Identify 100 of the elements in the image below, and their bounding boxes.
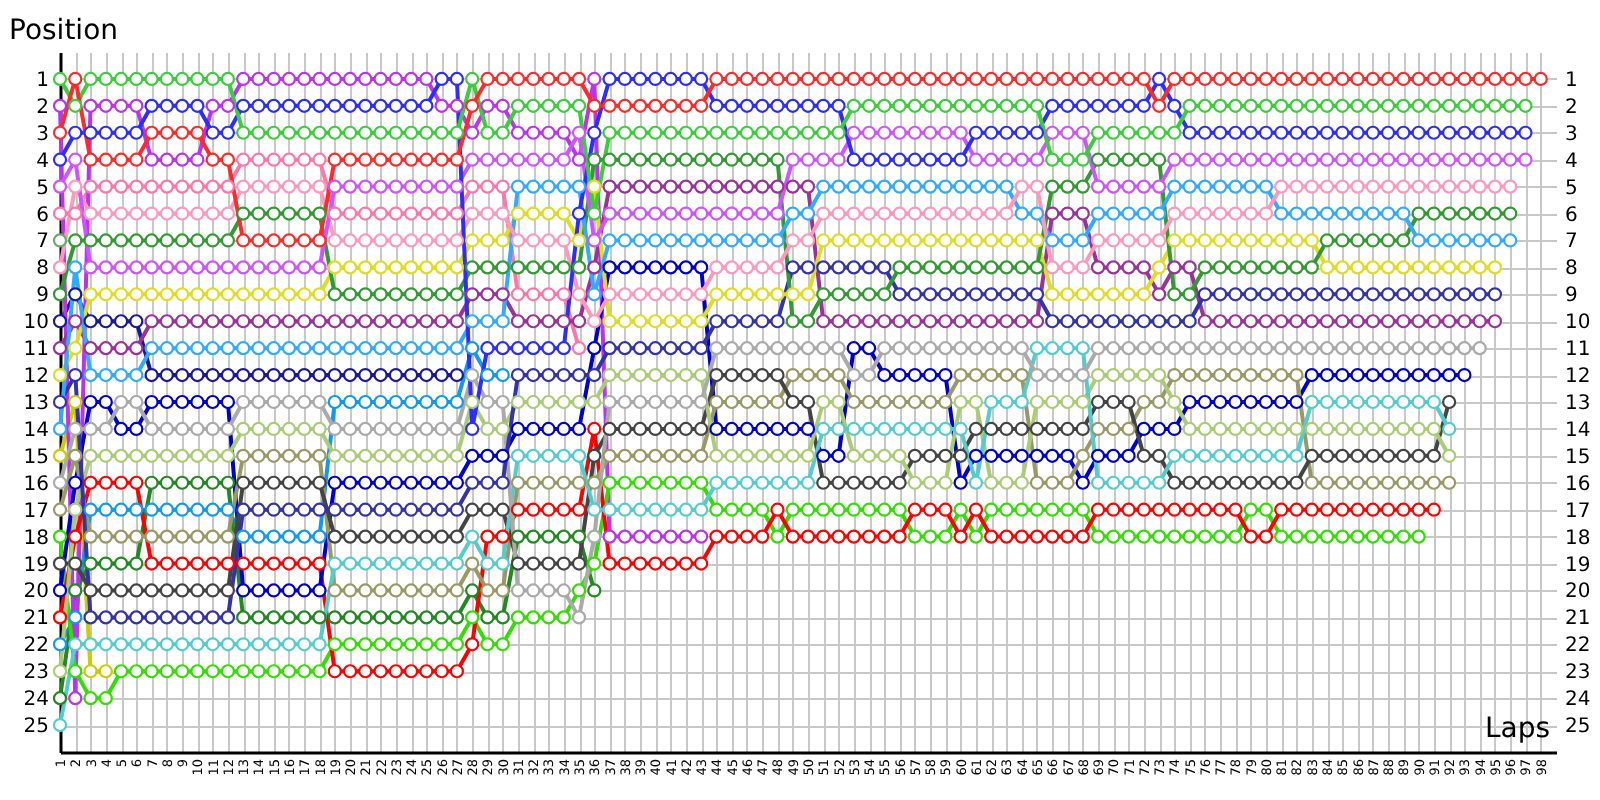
point — [159, 502, 174, 517]
point — [220, 98, 236, 113]
point — [480, 367, 495, 383]
y2-tick-label: 14 — [1565, 419, 1591, 442]
point — [694, 529, 709, 544]
point — [83, 179, 98, 194]
y-tick-label: 25 — [23, 716, 49, 739]
y-tick-label: 16 — [23, 473, 49, 496]
y2-tick-label: 12 — [1565, 366, 1591, 389]
y2-tick-label: 19 — [1565, 554, 1591, 577]
point — [404, 367, 419, 383]
point — [129, 556, 144, 571]
y-axis-title: Position — [9, 15, 119, 47]
point — [510, 287, 526, 302]
point — [52, 206, 68, 221]
y2-tick-label: 7 — [1565, 231, 1578, 254]
point — [68, 287, 83, 302]
point — [358, 367, 373, 383]
y2-tick-label: 5 — [1565, 177, 1578, 200]
point — [175, 367, 190, 383]
point — [373, 206, 388, 221]
point — [52, 637, 68, 652]
point — [495, 98, 510, 113]
y2-tick-label: 9 — [1565, 285, 1578, 308]
y2-tick-label: 10 — [1565, 312, 1591, 335]
point — [358, 394, 373, 410]
point — [342, 394, 358, 410]
point — [98, 98, 113, 113]
point — [98, 556, 113, 571]
point — [83, 98, 98, 113]
y2-tick-label: 20 — [1565, 581, 1591, 604]
point — [281, 152, 297, 167]
point — [327, 367, 342, 383]
point — [587, 71, 602, 87]
point — [419, 71, 434, 87]
y2-tick-label: 22 — [1565, 635, 1591, 658]
y-tick-label: 14 — [23, 419, 49, 442]
point — [266, 71, 281, 87]
point — [388, 206, 403, 221]
point — [251, 529, 266, 544]
point — [68, 394, 83, 410]
point — [663, 529, 678, 544]
point — [419, 394, 434, 410]
point — [434, 206, 449, 221]
point — [266, 367, 281, 383]
point — [68, 691, 83, 706]
y2-tick-label: 2 — [1565, 96, 1578, 119]
point — [190, 475, 205, 490]
point — [434, 610, 449, 625]
point — [342, 206, 358, 221]
point — [175, 179, 190, 194]
point — [251, 152, 266, 167]
point — [373, 367, 388, 383]
point — [236, 367, 251, 383]
point — [159, 367, 174, 383]
y-tick-label: 18 — [23, 527, 49, 550]
point — [129, 314, 144, 329]
point — [220, 367, 236, 383]
y-tick-label: 9 — [36, 285, 49, 308]
y-tick-label: 13 — [23, 393, 49, 415]
y2-tick-label: 11 — [1565, 339, 1591, 362]
point — [220, 179, 236, 194]
point — [541, 287, 556, 302]
y-tick-label: 21 — [23, 608, 49, 631]
point — [205, 475, 220, 490]
point — [526, 125, 541, 140]
point — [541, 125, 556, 140]
y-tick-label: 3 — [36, 123, 49, 146]
y2-tick-label: 15 — [1565, 446, 1591, 469]
point — [556, 125, 571, 140]
point — [480, 98, 495, 113]
y-tick-label: 12 — [23, 366, 49, 389]
point — [388, 394, 403, 410]
point — [480, 610, 495, 625]
point — [556, 287, 571, 302]
point — [190, 152, 205, 167]
point — [327, 71, 342, 87]
point — [144, 179, 159, 194]
point — [465, 341, 480, 356]
y2-tick-label: 21 — [1565, 608, 1591, 631]
point — [281, 367, 297, 383]
point — [495, 610, 510, 625]
point — [52, 233, 68, 248]
point — [205, 179, 220, 194]
point — [113, 98, 129, 113]
point — [83, 556, 98, 571]
point — [83, 664, 98, 679]
point — [358, 206, 373, 221]
point — [434, 394, 449, 410]
point — [98, 314, 113, 329]
point — [68, 583, 83, 598]
point — [98, 179, 113, 194]
y-tick-label: 5 — [36, 177, 49, 200]
point — [175, 502, 190, 517]
point — [190, 179, 205, 194]
point — [312, 367, 327, 383]
point — [404, 610, 419, 625]
point — [220, 475, 236, 490]
point — [144, 475, 159, 490]
point — [312, 529, 327, 544]
